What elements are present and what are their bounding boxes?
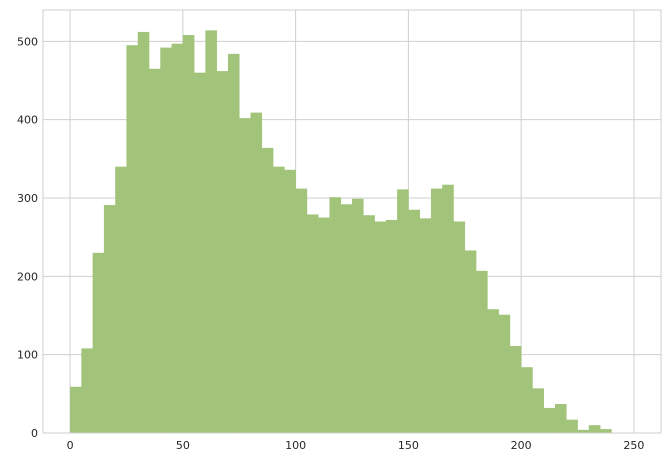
y-tick-label: 200 (17, 270, 38, 283)
histogram-bar (295, 188, 308, 433)
histogram-bar (227, 53, 240, 433)
y-tick-label: 0 (31, 427, 38, 440)
histogram-bar (577, 429, 590, 433)
histogram-bar (329, 197, 342, 433)
histogram-bar (182, 35, 195, 434)
histogram-bar (126, 45, 139, 433)
histogram-bar (419, 218, 432, 433)
histogram-bar (554, 404, 567, 433)
histogram-bar (239, 118, 251, 433)
histogram-bar (160, 47, 172, 433)
histogram-bar (70, 386, 82, 433)
histogram-bar (509, 346, 522, 433)
histogram-bar (273, 166, 285, 433)
histogram-bars (70, 30, 612, 434)
x-tick-label: 100 (285, 439, 306, 452)
histogram-bar (521, 367, 533, 433)
y-axis-ticks: 0 100 200 300 400 500 (17, 35, 38, 440)
histogram-bar (476, 270, 488, 433)
histogram-bar (498, 314, 511, 433)
histogram-bar (149, 68, 161, 433)
histogram-bar (306, 214, 319, 433)
y-tick-label: 400 (17, 114, 38, 127)
histogram-bar (408, 209, 420, 433)
histogram-bar (103, 205, 116, 433)
histogram-bar (543, 407, 556, 433)
histogram-bar (453, 221, 466, 433)
y-tick-label: 300 (17, 192, 38, 205)
histogram-bar (340, 204, 353, 433)
histogram-bar (81, 348, 93, 433)
x-tick-label: 150 (398, 439, 419, 452)
histogram-bar (137, 31, 150, 434)
histogram-bar (464, 250, 477, 433)
y-tick-label: 100 (17, 349, 38, 362)
histogram-bar (115, 166, 127, 433)
x-axis-ticks: 0 50 100 150 200 250 (67, 439, 645, 452)
histogram-bar (442, 184, 454, 433)
histogram-bar (600, 429, 612, 433)
histogram-bar (250, 112, 263, 433)
histogram-bar (385, 219, 398, 433)
histogram-bar (487, 309, 499, 433)
histogram-bar (92, 252, 105, 433)
histogram-bar (566, 419, 578, 433)
x-tick-label: 200 (511, 439, 532, 452)
histogram-bar (284, 169, 296, 434)
x-tick-label: 50 (176, 439, 190, 452)
histogram-bar (194, 72, 206, 434)
histogram-bar (352, 198, 364, 433)
plot-frame (42, 9, 662, 434)
x-tick-label: 0 (67, 439, 74, 452)
histogram-bar (397, 189, 409, 433)
plot-spines (42, 9, 662, 434)
histogram-bar (363, 215, 375, 433)
histogram-bar (318, 217, 330, 433)
histogram-bar (261, 147, 274, 433)
histogram-bar (588, 425, 601, 433)
histogram-bar (430, 188, 443, 433)
histogram-bar (205, 30, 217, 433)
y-tick-label: 500 (17, 35, 38, 48)
histogram-bar (374, 221, 387, 433)
histogram-bar (216, 71, 229, 433)
histogram-bar (171, 43, 184, 433)
x-tick-label: 250 (623, 439, 644, 452)
histogram-bar (532, 388, 545, 433)
